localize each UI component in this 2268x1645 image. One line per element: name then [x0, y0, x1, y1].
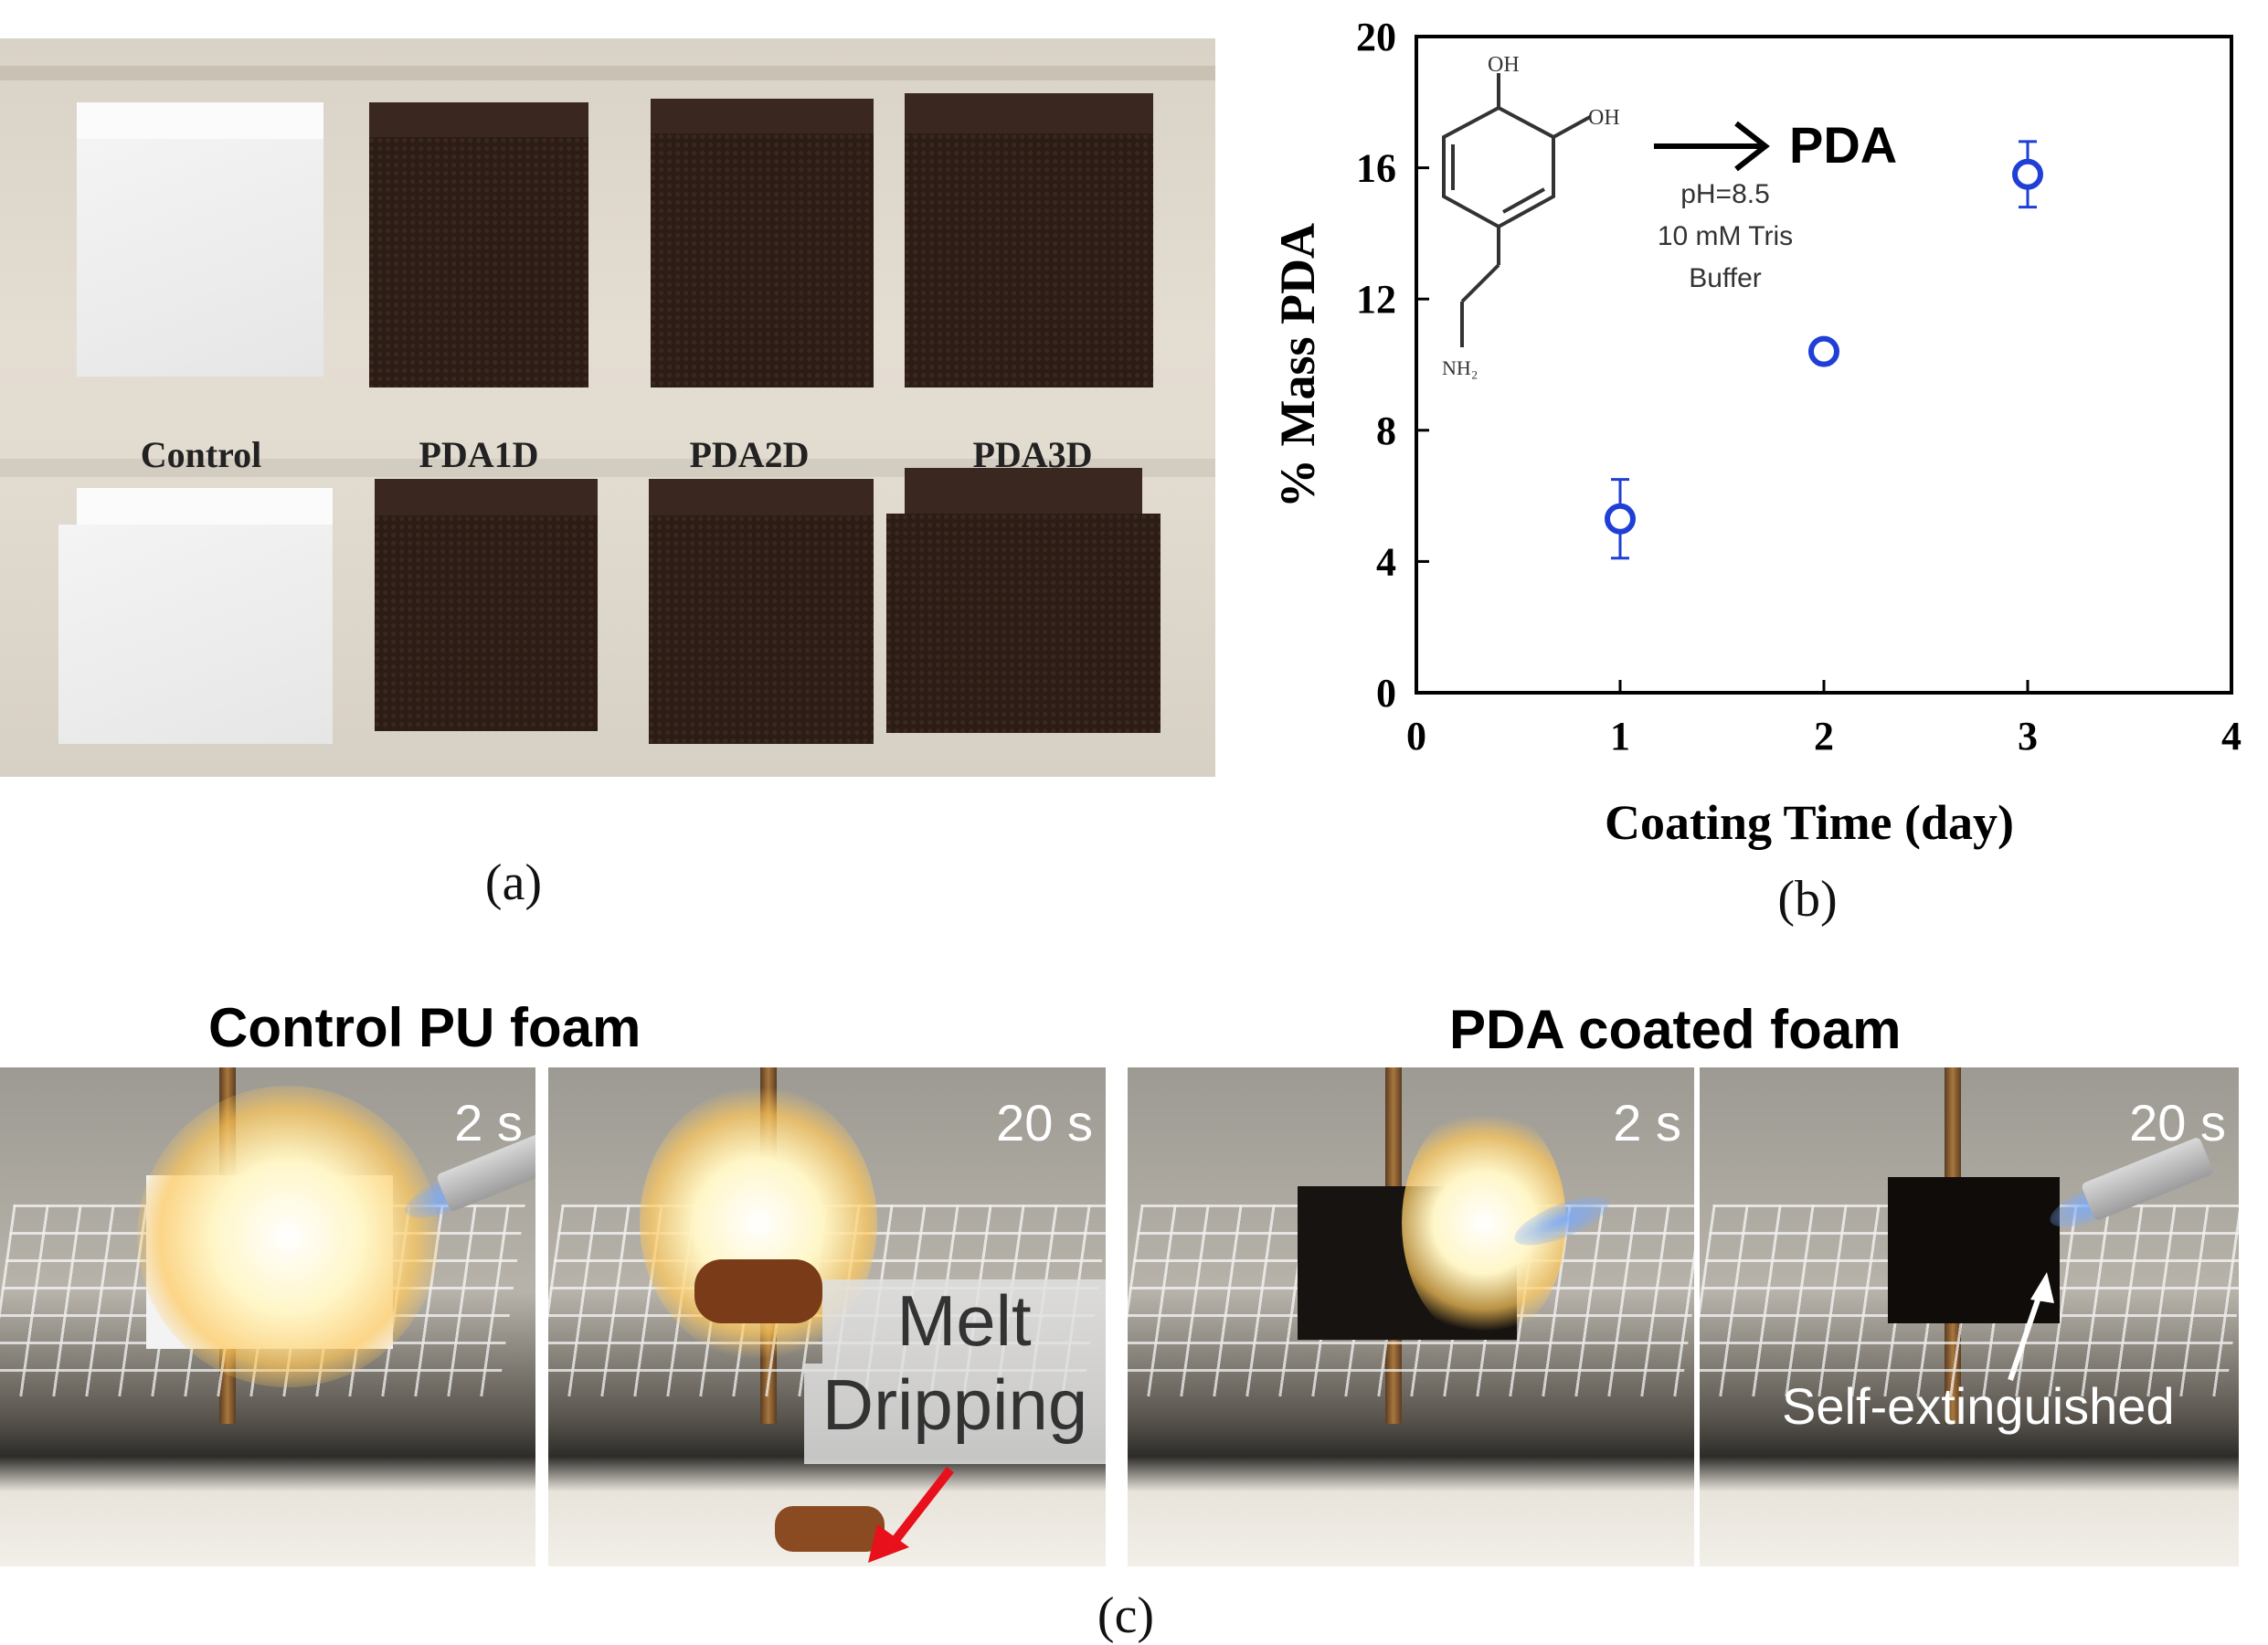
condition-ph: pH=8.5 — [1680, 179, 1770, 209]
melt-label: Melt — [896, 1280, 1032, 1361]
shelf-top — [0, 66, 1215, 80]
frame-pda-20s: Self-extinguished 20 s — [1700, 1067, 2239, 1566]
frame-control-20s: 20 s Melt Dripping — [548, 1067, 1106, 1566]
y-tick-label: 12 — [1356, 277, 1396, 322]
y-tick-label: 8 — [1376, 409, 1396, 453]
time-label: 20 s — [2129, 1094, 2226, 1152]
x-tick-label: 0 — [1406, 714, 1426, 759]
time-label: 2 s — [454, 1094, 523, 1152]
self-extinguished-arrow — [2008, 1272, 2054, 1381]
pda2d-cube-top — [651, 99, 874, 387]
melt-label-box: Melt — [822, 1279, 1106, 1364]
melt-drops — [775, 1506, 885, 1552]
caption-c: (c) — [1097, 1587, 1155, 1644]
data-point — [2012, 158, 2043, 190]
time-label: 2 s — [1613, 1094, 1681, 1152]
y-tick-label: 20 — [1356, 15, 1396, 59]
x-axis-label: Coating Time (day) — [1605, 795, 2014, 850]
control-cube-bottom — [58, 488, 333, 744]
label-control: Control — [140, 434, 262, 475]
x-tick-label: 3 — [2018, 714, 2038, 759]
pda2d-cube-bottom — [649, 479, 874, 744]
condition-tris: 10 mM Tris — [1658, 221, 1793, 251]
time-label: 20 s — [996, 1094, 1093, 1152]
frame-pda-2s: 2 s — [1128, 1067, 1694, 1566]
oh-label-1: OH — [1488, 53, 1520, 77]
title-pda-foam: PDA coated foam — [1449, 999, 1902, 1060]
product-label: PDA — [1789, 116, 1897, 174]
dripping-label: Dripping — [821, 1364, 1088, 1445]
melt-arrow — [868, 1466, 954, 1563]
pda1d-cube-top — [369, 102, 588, 387]
condition-buffer: Buffer — [1689, 263, 1762, 293]
caption-a: (a) — [484, 854, 543, 911]
self-extinguished-label: Self-extinguished — [1782, 1377, 2175, 1435]
x-tick-label: 2 — [1814, 714, 1834, 759]
title-control-foam: Control PU foam — [208, 997, 641, 1058]
frame-control-2s: 2 s — [0, 1067, 535, 1566]
label-pda2d: PDA2D — [689, 434, 810, 475]
reaction-arrow — [1654, 121, 1770, 172]
control-cube-top — [77, 102, 323, 377]
oh-label-2: OH — [1588, 106, 1620, 130]
x-tick-label: 1 — [1610, 714, 1630, 759]
data-point — [1808, 335, 1839, 367]
y-tick-label: 16 — [1356, 146, 1396, 191]
dripping-label-box: Dripping — [804, 1364, 1106, 1464]
pda1d-cube-bottom — [375, 479, 598, 731]
dopamine-structure — [1442, 73, 1591, 347]
data-series — [1605, 140, 2043, 560]
label-pda1d: PDA1D — [419, 434, 539, 475]
pda3d-cube-bottom — [886, 468, 1160, 733]
y-tick-label: 0 — [1376, 671, 1396, 716]
pda3d-cube-top — [905, 93, 1153, 387]
x-axis: 0 1 2 3 4 — [1406, 680, 2242, 759]
nh2-label: NH₂ — [1442, 356, 1478, 379]
flame — [137, 1086, 439, 1387]
data-point — [1605, 503, 1636, 535]
y-axis: 0 4 8 12 16 20 — [1356, 15, 1429, 716]
caption-b: (b) — [1777, 871, 1838, 928]
y-axis-label: % Mass PDA — [1270, 223, 1325, 508]
panel-a-photo: Control PDA1D PDA2D PDA3D — [0, 38, 1215, 777]
charred-residue — [694, 1259, 822, 1323]
y-tick-label: 4 — [1376, 539, 1396, 584]
x-tick-label: 4 — [2221, 714, 2242, 759]
